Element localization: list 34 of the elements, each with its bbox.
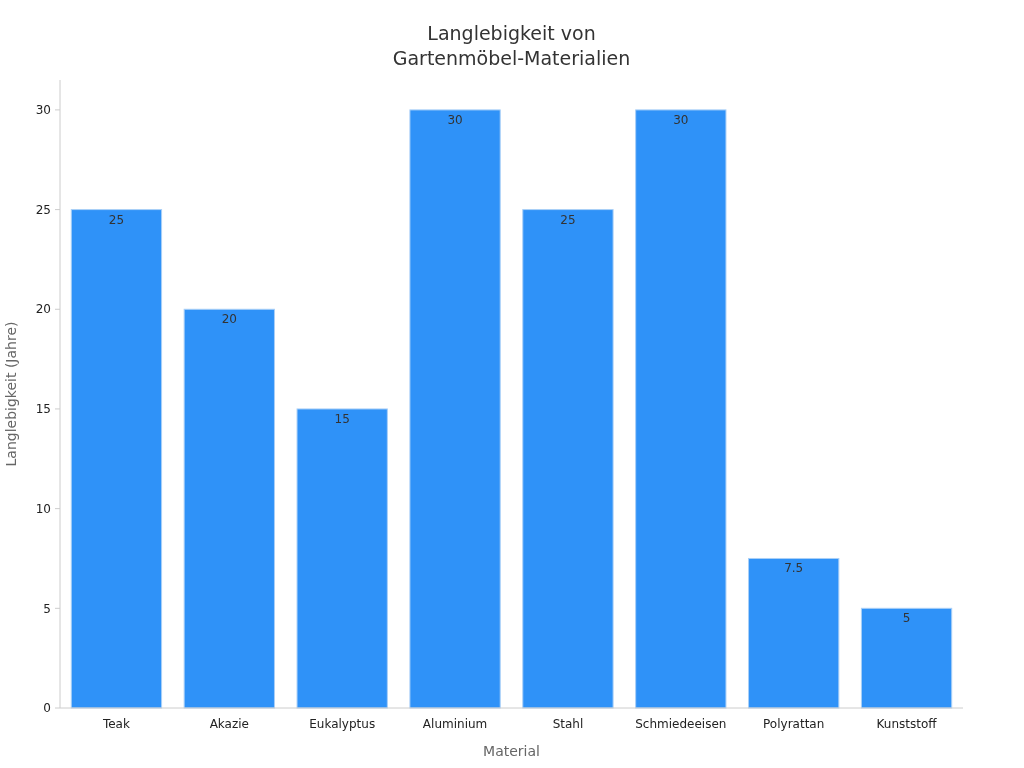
data-label: 7.5 — [784, 561, 804, 576]
bar — [70, 209, 163, 709]
y-tick-label: 20 — [35, 302, 51, 317]
y-tick-label: 10 — [35, 501, 51, 516]
bar — [635, 109, 727, 709]
y-tick-label: 15 — [35, 402, 51, 417]
data-label: 30 — [673, 112, 689, 127]
bar — [183, 308, 275, 709]
y-tick-label: 25 — [35, 202, 51, 217]
data-label: 25 — [560, 212, 576, 227]
bar — [522, 209, 614, 709]
chart-title: Langlebigkeit von Gartenmöbel-Materialien — [392, 22, 631, 69]
data-label: 30 — [447, 112, 463, 127]
y-tick-label: 5 — [43, 601, 51, 616]
x-tick-label: Teak — [101, 717, 130, 731]
bar — [296, 408, 388, 709]
data-label: 15 — [334, 411, 350, 426]
bar — [748, 557, 840, 709]
bar — [409, 109, 501, 709]
x-tick-label: Aluminium — [422, 717, 488, 731]
x-tick-label: Akazie — [209, 717, 249, 731]
data-label: 20 — [221, 312, 237, 327]
y-tick-label: 0 — [43, 701, 51, 716]
data-label: 25 — [108, 212, 125, 227]
x-tick-label: Kunststoff — [876, 717, 938, 731]
data-label: 5 — [902, 611, 911, 626]
bar — [860, 607, 953, 709]
x-tick-label: Schmiedeeisen — [635, 717, 727, 731]
x-axis-title: Material — [483, 743, 540, 759]
x-tick-label: Polyrattan — [763, 717, 825, 731]
x-tick-label: Eukalyptus — [309, 717, 376, 731]
y-tick-label: 30 — [35, 103, 51, 118]
x-tick-label: Stahl — [552, 717, 584, 731]
y-axis-title: Langlebigkeit (Jahre) — [3, 321, 19, 467]
